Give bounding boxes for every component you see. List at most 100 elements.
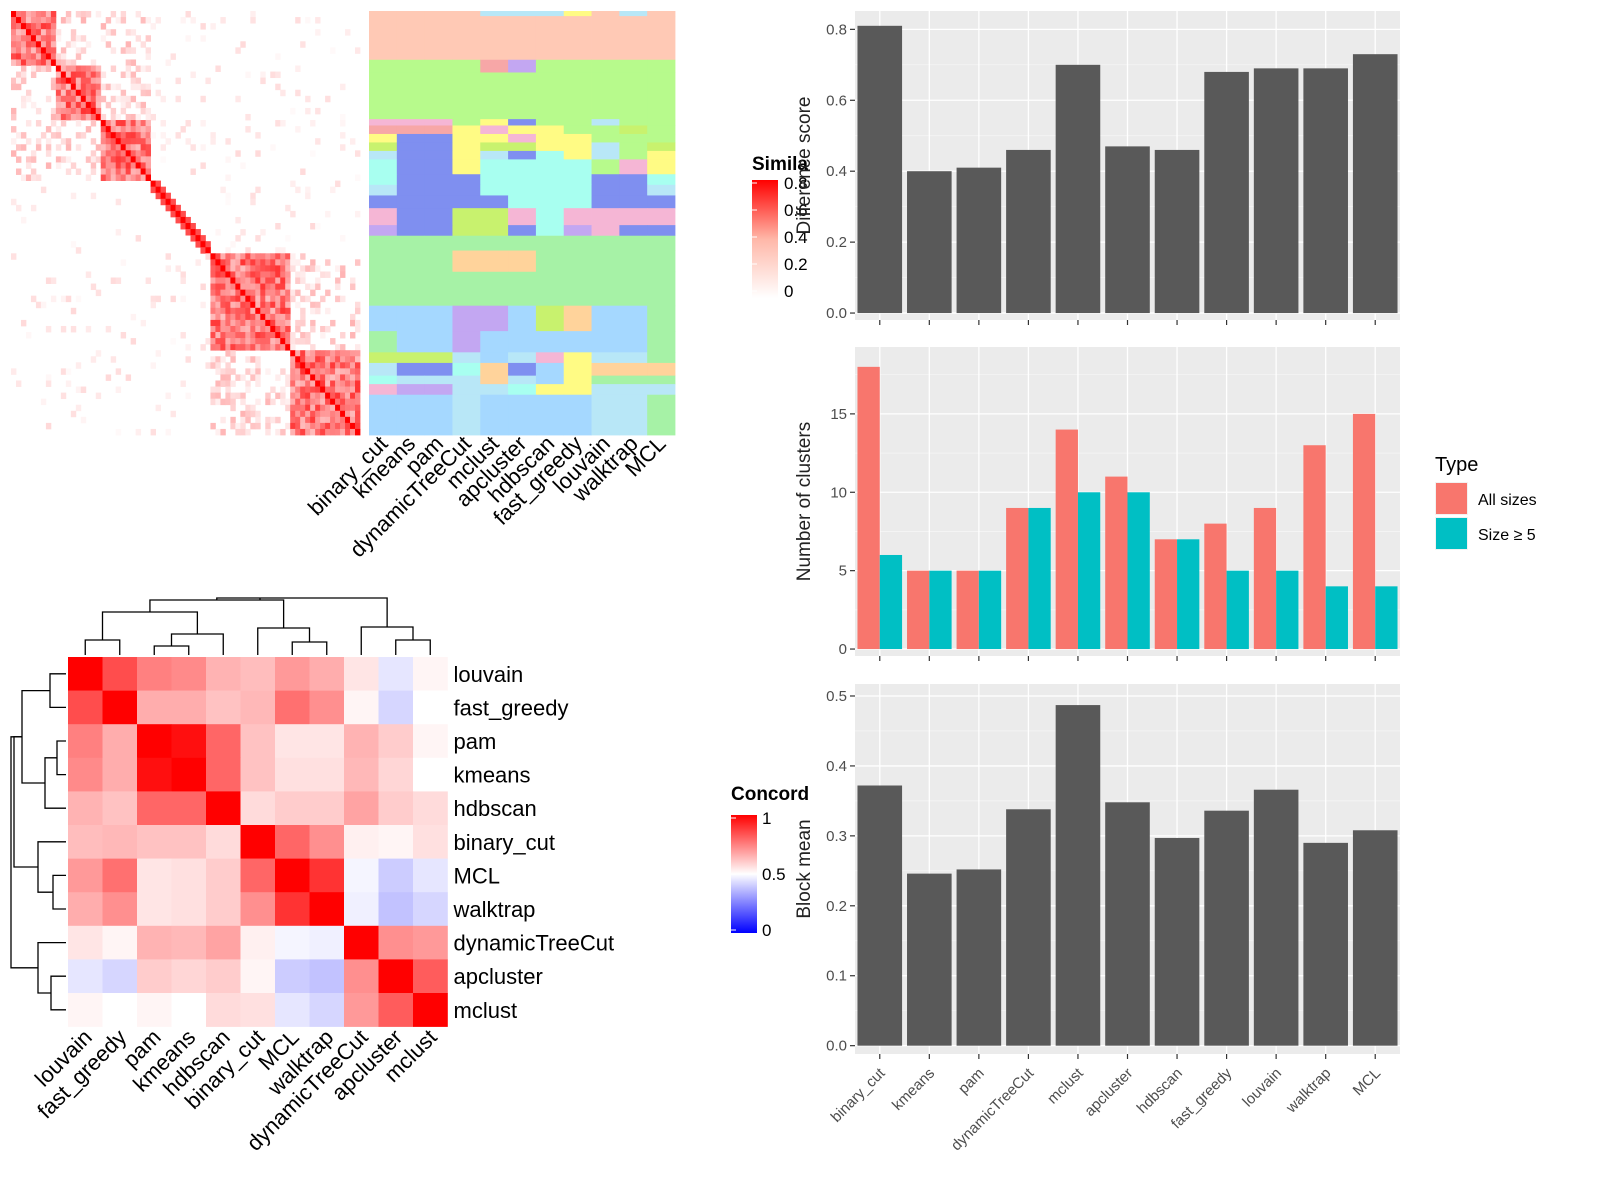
similarity-cell (225, 283, 231, 291)
similarity-cell (25, 47, 32, 54)
similarity-cell (350, 313, 356, 321)
similarity-cell (60, 89, 67, 97)
similarity-cell (235, 150, 241, 157)
similarity-cell (295, 277, 301, 284)
similarity-cell (135, 235, 142, 242)
similarity-cell (310, 362, 316, 369)
similarity-cell (225, 156, 231, 163)
similarity-cell (130, 174, 137, 181)
similarity-cell (125, 101, 132, 109)
similarity-cell (265, 368, 271, 375)
similarity-cell (60, 17, 67, 24)
similarity-cell (190, 168, 196, 175)
cluster-cell (508, 195, 537, 209)
cluster-cell (424, 119, 453, 126)
cluster-cell (424, 159, 453, 175)
concordance-cell (137, 959, 172, 994)
similarity-cell (35, 144, 42, 151)
similarity-cell (280, 313, 286, 321)
similarity-cell (285, 265, 291, 272)
similarity-cell (330, 392, 336, 400)
dendrogram-branch (170, 633, 224, 655)
similarity-cell (255, 380, 261, 387)
similarity-cell (300, 338, 306, 345)
similarity-cell (125, 126, 132, 133)
similarity-cell (45, 53, 52, 60)
similarity-cell (95, 107, 102, 115)
similarity-cell (215, 428, 221, 436)
similarity-cell (220, 416, 226, 424)
similarity-cell (325, 271, 331, 278)
concordance-cell (413, 757, 448, 792)
similarity-cell (250, 259, 256, 266)
similarity-cell (255, 368, 261, 375)
similarity-cell (315, 380, 321, 387)
cluster-cell (647, 184, 676, 196)
similarity-cell (115, 113, 122, 121)
similarity-cell (195, 229, 201, 236)
similarity-cell (345, 374, 351, 381)
cluster-cell (424, 142, 453, 152)
dendrogram-branch (50, 975, 66, 1011)
similarity-cell (230, 259, 236, 266)
similarity-cell (325, 404, 331, 412)
similarity-cell (340, 374, 346, 381)
similarity-cell (65, 368, 72, 375)
similarity-cell (140, 83, 147, 91)
cluster-cell (535, 235, 565, 251)
similarity-cell (50, 120, 57, 127)
cluster-cell (480, 375, 509, 385)
bar (907, 570, 930, 650)
similarity-cell (270, 71, 276, 79)
similarity-cell (75, 35, 82, 42)
similarity-cell (245, 325, 251, 333)
similarity-cell (215, 307, 221, 315)
concordance-cell (413, 858, 448, 893)
similarity-cell (200, 241, 206, 248)
concordance-cell (378, 892, 414, 927)
similarity-cell (220, 307, 226, 315)
cluster-cell (424, 195, 453, 209)
similarity-cell (225, 350, 231, 357)
similarity-cell (310, 265, 316, 272)
similarity-cell (220, 186, 226, 194)
similarity-cell (15, 47, 22, 54)
similarity-cell (215, 332, 221, 339)
similarity-cell (315, 386, 321, 393)
similarity-cell (325, 374, 331, 381)
cluster-cell (396, 362, 426, 377)
similarity-cell (45, 65, 52, 72)
similarity-cell (75, 95, 82, 103)
similarity-cell (280, 89, 286, 97)
cluster-cell (369, 331, 398, 353)
similarity-cell (315, 398, 321, 406)
similarity-cell (110, 356, 117, 363)
similarity-cell (115, 174, 122, 181)
similarity-cell (30, 47, 37, 54)
cluster-cell (535, 225, 565, 237)
concordance-row-label: hdbscan (454, 796, 537, 821)
similarity-cell (115, 144, 122, 151)
similarity-cell (265, 422, 271, 430)
similarity-cell (300, 277, 306, 284)
similarity-cell (230, 356, 236, 363)
similarity-cell (185, 356, 191, 363)
similarity-cell (260, 259, 266, 266)
cluster-cell (452, 133, 481, 143)
similarity-cell (295, 259, 301, 266)
legend-key (1436, 483, 1467, 514)
similarity-cell (345, 368, 351, 375)
similarity-cell (115, 198, 122, 206)
concordance-cell (275, 690, 310, 725)
cluster-cell (647, 72, 676, 120)
bar (1105, 476, 1128, 650)
similarity-cell (20, 23, 27, 30)
similarity-cell (255, 186, 261, 194)
bar (1375, 586, 1398, 650)
similarity-cell (220, 301, 226, 309)
similarity-cell (80, 11, 87, 18)
similarity-cell (95, 95, 102, 103)
similarity-cell (40, 53, 47, 60)
cluster-cell (535, 150, 565, 160)
